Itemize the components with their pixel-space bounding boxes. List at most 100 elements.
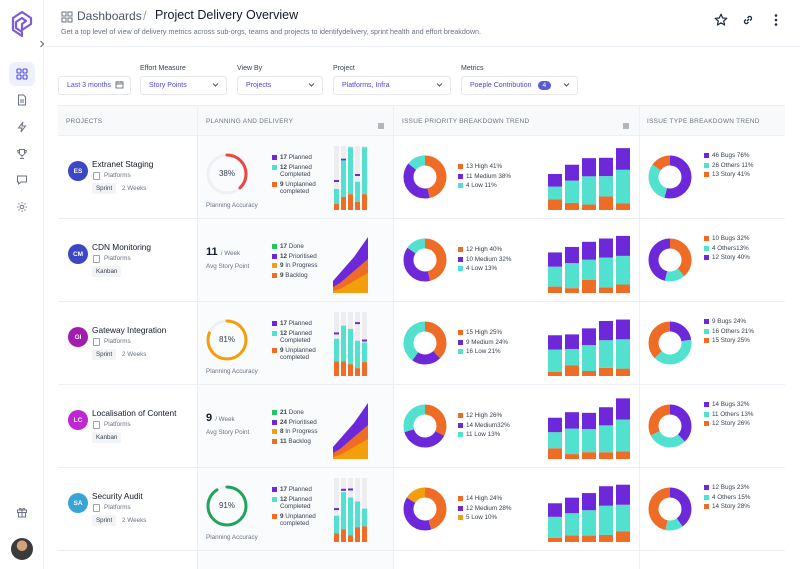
gift-icon[interactable] <box>9 500 35 524</box>
legend-text: Unplanned completed <box>280 512 316 527</box>
project-org: Platforms <box>104 504 131 511</box>
legend-item: 4 Low 11% <box>458 182 520 189</box>
completed-segment <box>334 515 339 534</box>
legend-text: 9 Bugs 24% <box>712 318 746 325</box>
legend-count: 9 <box>280 346 284 354</box>
planning-legend: 17 Planned 12 Planned Completed 9 Unplanne… <box>272 154 334 198</box>
legend-swatch <box>272 439 277 445</box>
effort-measure-select[interactable]: Story Points <box>140 76 227 95</box>
priority-donut <box>402 237 448 283</box>
legend-swatch <box>458 422 463 428</box>
area-series <box>333 273 368 293</box>
planned-mark <box>355 322 360 325</box>
medium-segment <box>599 486 613 506</box>
date-range-picker[interactable]: Last 3 months <box>58 76 131 95</box>
legend-swatch <box>704 245 709 251</box>
medium-segment <box>616 148 630 170</box>
low-segment <box>599 176 613 197</box>
high-segment <box>616 368 630 376</box>
priority-slice <box>403 404 447 448</box>
trophy-icon[interactable] <box>9 142 35 166</box>
view-by-select[interactable]: Projects <box>237 76 323 95</box>
project-name[interactable]: Extranet Staging <box>92 159 154 169</box>
project-select[interactable]: Platforms, Infra <box>333 76 451 95</box>
high-segment <box>582 204 596 210</box>
legend-swatch <box>458 330 463 335</box>
legend-text: Backlog <box>285 272 308 280</box>
table-header: PROJECTS PLANNING AND DELIVERY ISSUE PRI… <box>58 105 785 136</box>
more-options-icon[interactable] <box>767 11 785 29</box>
type-slice <box>648 321 692 365</box>
sidebar <box>0 0 45 569</box>
planned-mark <box>348 488 353 491</box>
legend-text: Planned <box>288 320 312 327</box>
planning-mini-chart <box>333 146 369 210</box>
completed-segment <box>362 508 367 527</box>
legend-item: 15 High 25% <box>458 329 520 336</box>
legend-swatch <box>458 164 463 169</box>
legend-count: 9 <box>280 262 284 270</box>
date-range-value: Last 3 months <box>67 82 111 89</box>
legend-swatch <box>704 338 709 344</box>
project-name[interactable]: CDN Monitoring <box>92 242 152 252</box>
legend-item: 12 Story 40% <box>704 254 766 261</box>
legend-count: 21 <box>280 409 288 416</box>
table-row[interactable]: ES Extranet Staging Platforms Sprint 2 Weeks… <box>58 136 785 219</box>
low-segment <box>616 255 630 285</box>
project-method-tag: Kanban <box>92 266 122 277</box>
priority-slice <box>403 238 447 282</box>
medium-segment <box>582 328 596 346</box>
app-logo[interactable] <box>10 10 34 38</box>
legend-swatch <box>272 496 277 502</box>
unplanned-segment <box>348 194 353 210</box>
legend-item: 12 High 40% <box>458 246 520 253</box>
legend-text: In Progress <box>285 428 318 436</box>
legend-item: 4 Others 15% <box>704 494 766 501</box>
project-org: Platforms <box>104 172 131 179</box>
priority-legend: 12 High 40% 10 Medium 32% 4 Low 13% <box>458 246 520 275</box>
legend-text: 14 Medium32% <box>466 421 510 429</box>
legend-item: 16 Others 21% <box>704 328 766 335</box>
breadcrumb-dashboards[interactable]: Dashboards <box>77 9 142 23</box>
priority-trend-bars <box>548 148 630 210</box>
medium-segment <box>565 164 579 181</box>
settings-icon[interactable] <box>9 195 35 219</box>
type-donut <box>647 486 693 532</box>
dashboard-icon[interactable] <box>9 62 35 86</box>
legend-item: 12 Story 26% <box>704 420 766 427</box>
legend-item: 11 Others 13% <box>704 411 766 418</box>
legend-swatch <box>704 421 709 427</box>
column-menu-icon[interactable] <box>622 117 630 129</box>
medium-segment <box>582 241 596 260</box>
user-avatar[interactable] <box>11 538 33 560</box>
high-segment <box>582 452 596 459</box>
project-name[interactable]: Localisation of Content <box>92 408 177 418</box>
planning-mini-chart <box>333 478 369 542</box>
medium-segment <box>616 235 630 256</box>
low-segment <box>565 348 579 366</box>
table-row[interactable]: CM CDN Monitoring Platforms Kanban 11 / Week… <box>58 219 785 302</box>
low-segment <box>548 349 562 372</box>
lightning-icon[interactable] <box>9 115 35 139</box>
legend-text: 10 Medium 32% <box>466 255 512 263</box>
project-name[interactable]: Gateway Integration <box>92 325 167 335</box>
table-row[interactable]: LC Localisation of Content Platforms Kanban… <box>58 385 785 468</box>
low-segment <box>582 176 596 205</box>
document-icon[interactable] <box>9 88 35 112</box>
accuracy-label: Planning Accuracy <box>206 202 258 209</box>
metrics-select[interactable]: Poeple Contribution 4 <box>461 76 578 95</box>
type-legend: 12 Bugs 23% 4 Others 15% 14 Story 28% <box>704 484 766 513</box>
star-icon[interactable] <box>712 11 730 29</box>
table-row[interactable]: GI Gateway Integration Platforms Sprint 2 We… <box>58 302 785 385</box>
table-row[interactable]: SA Security Audit Platforms Sprint 2 Weeks 91… <box>58 468 785 551</box>
low-segment <box>582 259 596 280</box>
priority-slice <box>403 321 447 365</box>
medium-segment <box>599 157 613 177</box>
column-menu-icon[interactable] <box>377 117 385 129</box>
low-segment <box>616 504 630 532</box>
link-icon[interactable] <box>739 11 757 29</box>
project-name[interactable]: Security Audit <box>92 491 143 501</box>
legend-swatch <box>458 515 463 521</box>
sidebar-collapse-button[interactable] <box>35 37 49 51</box>
chat-icon[interactable] <box>9 168 35 192</box>
